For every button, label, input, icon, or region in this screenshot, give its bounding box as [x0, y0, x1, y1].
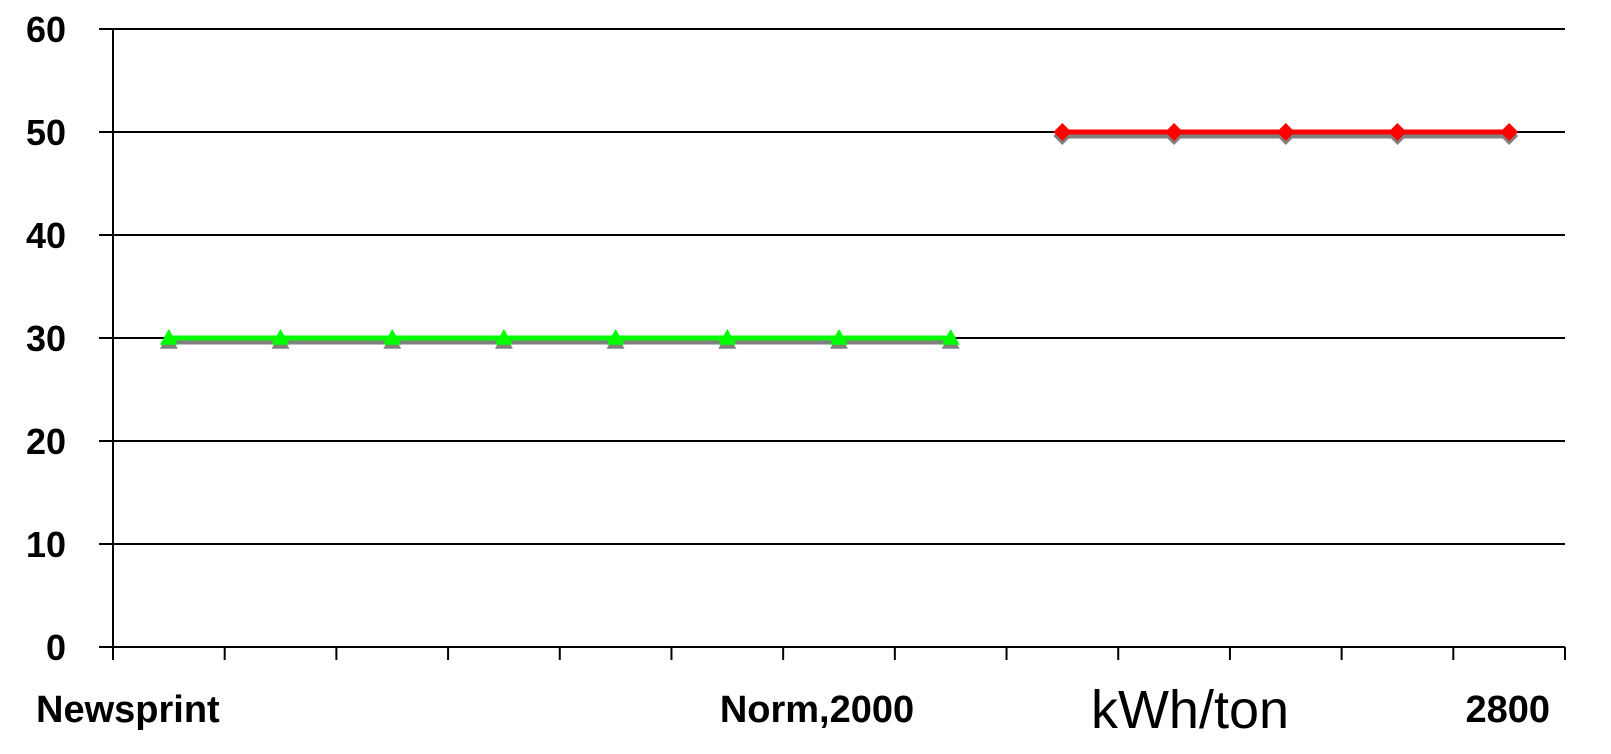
x-category-label: Norm,2000	[720, 689, 914, 731]
gridlines	[113, 28, 1565, 545]
series-2-point	[1165, 123, 1184, 141]
series-1-point	[941, 329, 960, 345]
axis-labels: kWh/ton 0 10 20 30 40 50 60 Newsprint Norm,2000 2…	[26, 9, 1550, 740]
y-tick-label: 40	[26, 215, 66, 256]
y-tick-label: 60	[26, 9, 66, 50]
series-2-point	[1388, 123, 1407, 141]
y-tick-label: 20	[26, 421, 66, 462]
y-tick-label: 30	[26, 318, 66, 359]
y-tick-label: 50	[26, 112, 66, 153]
y-tick-label: 0	[46, 627, 66, 668]
series-1-point	[830, 329, 848, 345]
x-axis-title: kWh/ton	[1091, 680, 1289, 740]
series-1-point	[383, 329, 402, 345]
y-tick-label: 10	[26, 524, 66, 565]
series-1-point	[159, 329, 178, 345]
series-2-point	[1276, 123, 1295, 141]
series-group	[159, 123, 1519, 349]
series-1-point	[271, 329, 290, 345]
series-1-point	[606, 329, 625, 345]
series-1-point	[718, 329, 737, 345]
series-2-point	[1500, 123, 1519, 141]
series-1-point	[494, 329, 513, 345]
x-category-label: Newsprint	[36, 689, 220, 731]
series-2-point	[1053, 123, 1072, 141]
x-category-label: 2800	[1465, 689, 1550, 731]
axes	[99, 28, 1566, 660]
